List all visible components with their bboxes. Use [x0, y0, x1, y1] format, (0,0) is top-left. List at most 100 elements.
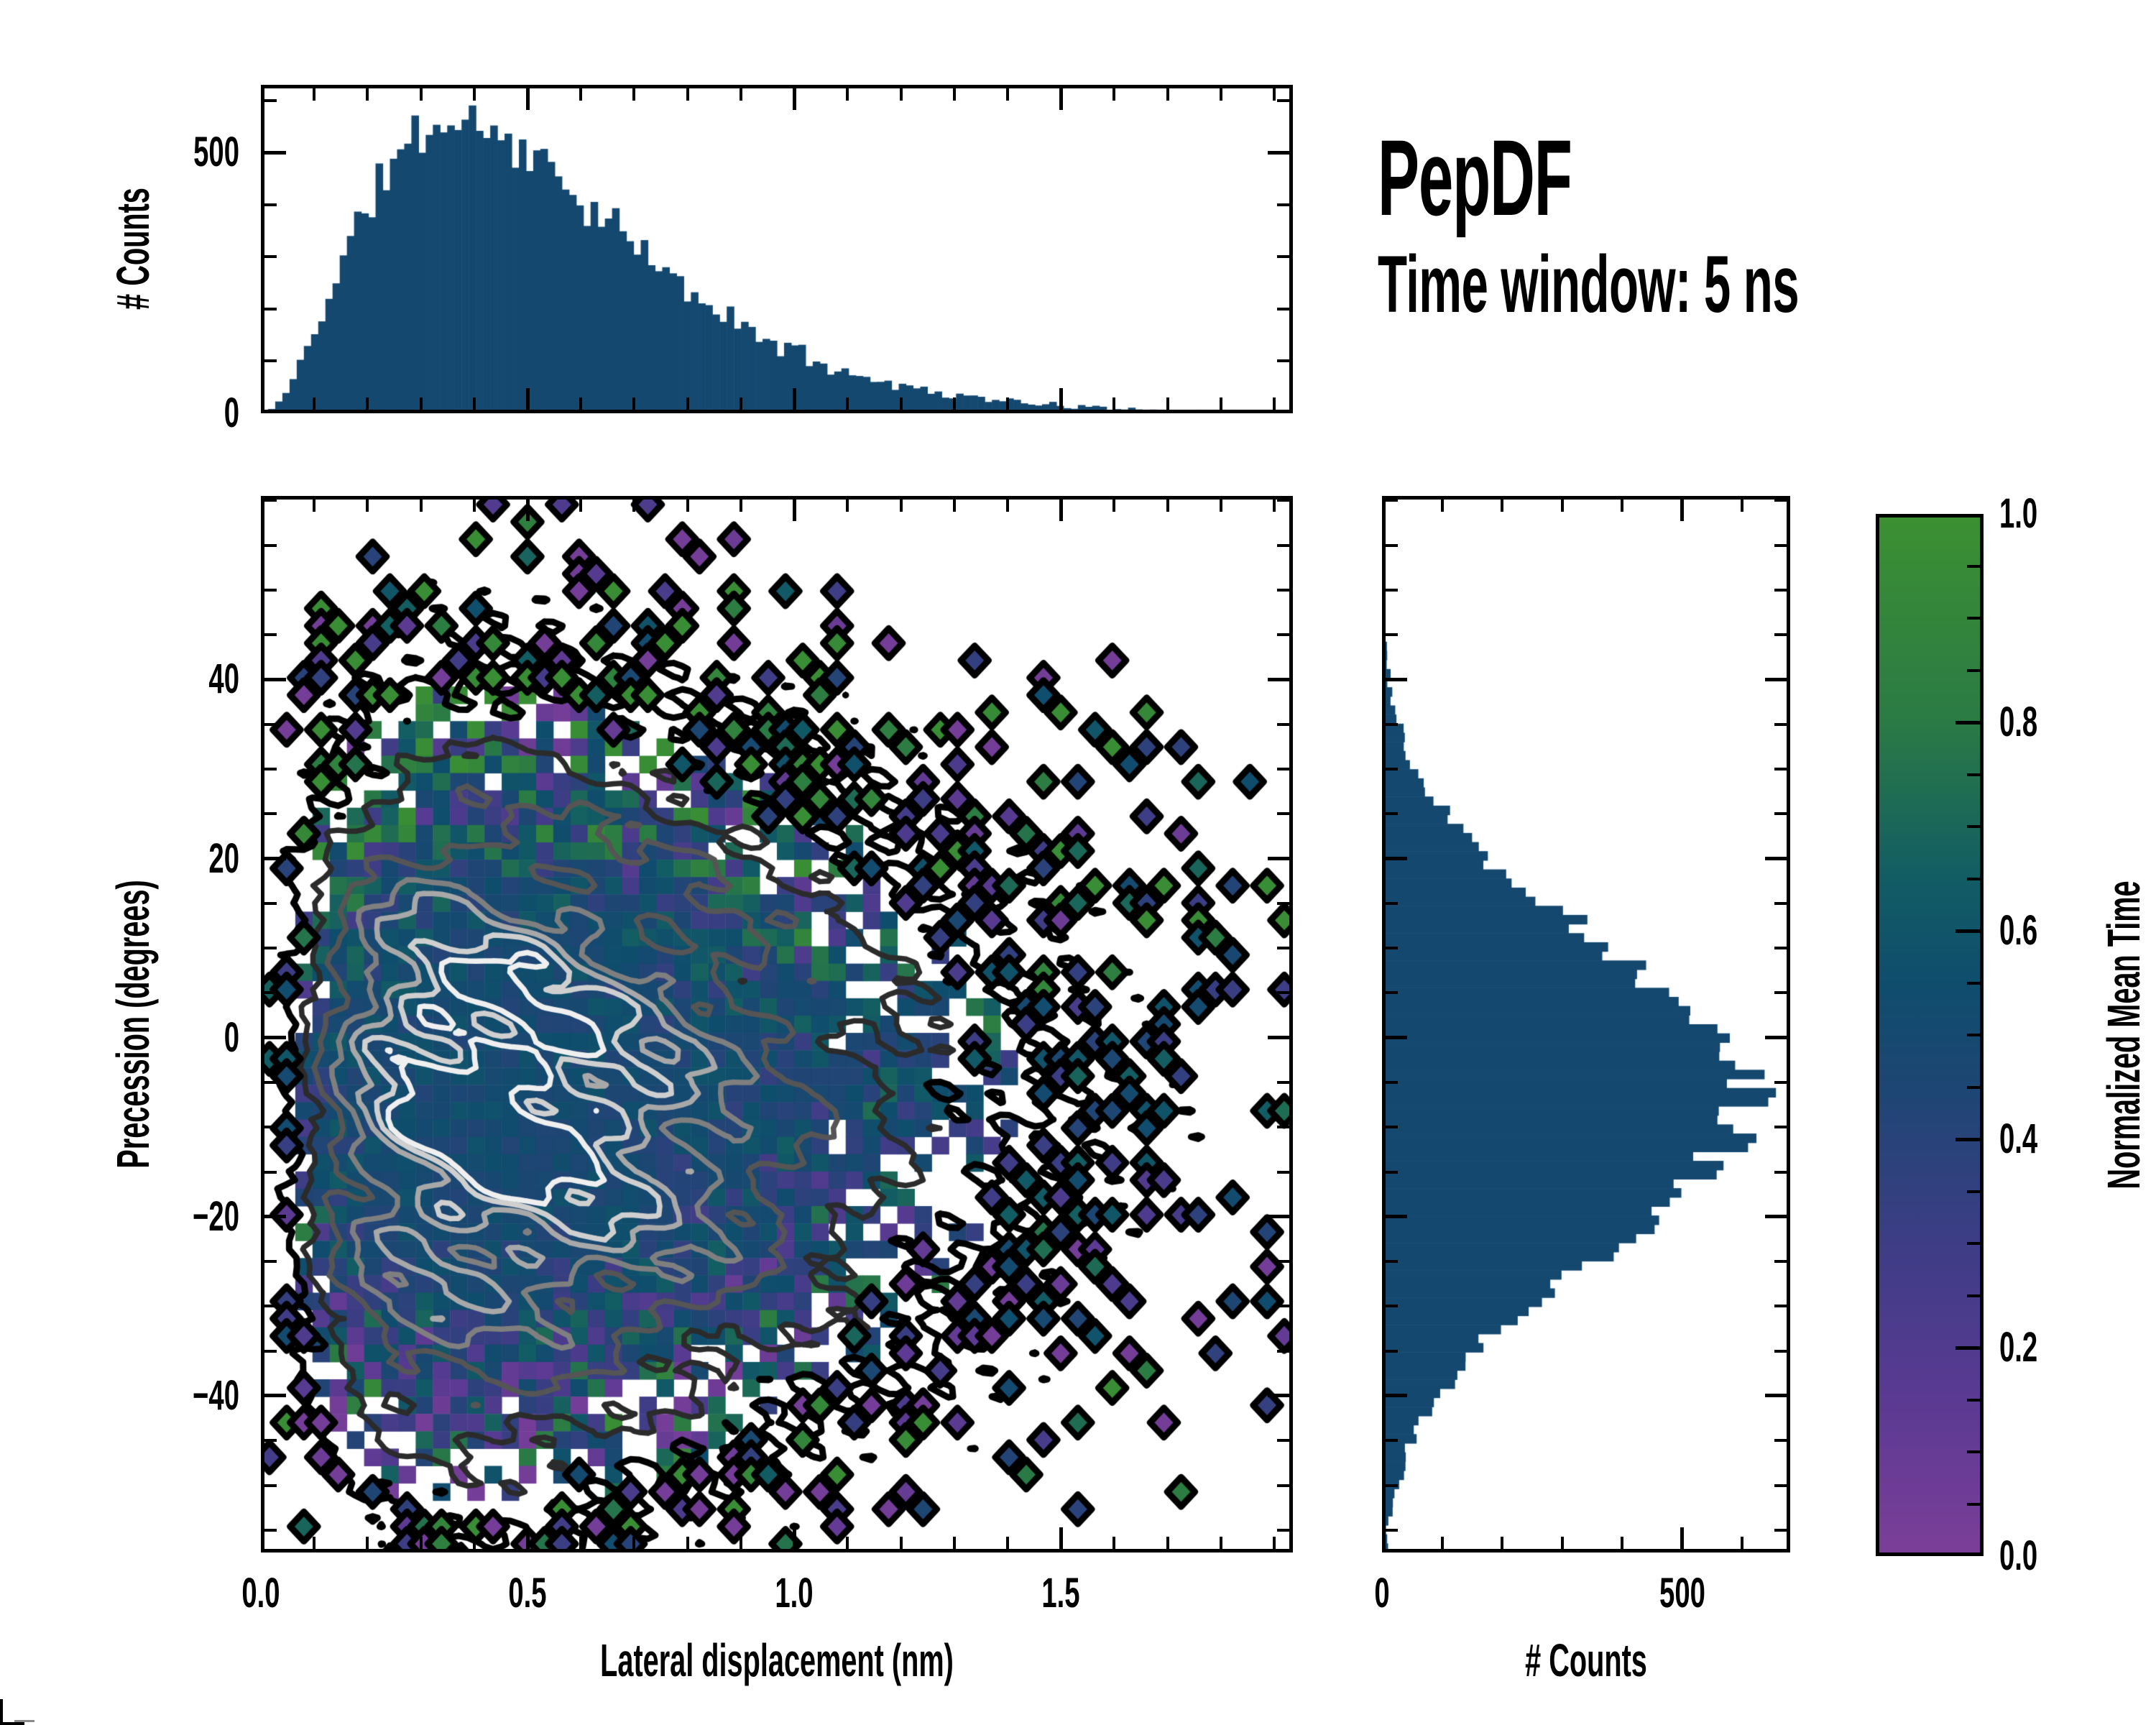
tick-major	[1277, 1528, 1289, 1532]
tick-minor	[579, 397, 583, 410]
tick-major	[1774, 633, 1787, 637]
tick-minor	[1166, 397, 1169, 410]
right-histogram-xlabel: # Counts	[1525, 1634, 1647, 1686]
tick-major	[1774, 1349, 1787, 1353]
tick-major	[1955, 720, 1980, 724]
tick-major	[1277, 947, 1289, 950]
tick-major	[1386, 767, 1398, 770]
tick-minor	[419, 397, 423, 410]
tick-major	[1955, 1346, 1980, 1350]
colorbar	[1876, 514, 1984, 1556]
tick-major	[1277, 1260, 1289, 1264]
tick-minor	[1219, 88, 1222, 101]
tick-minor	[1501, 500, 1504, 512]
tick-major	[1059, 388, 1063, 410]
tick-minor	[1273, 88, 1276, 101]
tick-major	[1765, 677, 1787, 681]
tick-major	[264, 1170, 277, 1174]
tick-minor	[1219, 1537, 1222, 1549]
tick-major	[264, 767, 277, 770]
tick-major	[1268, 857, 1289, 861]
tick-major	[1268, 677, 1289, 681]
tick-minor	[1112, 500, 1116, 512]
tick-major	[1967, 825, 1980, 828]
tick-minor	[1621, 1537, 1624, 1549]
tick-major	[264, 1349, 277, 1353]
x-tick-label: 0.5	[508, 1570, 547, 1616]
tick-major	[1955, 1137, 1980, 1141]
tick-major	[1765, 857, 1787, 861]
tick-minor	[1005, 1537, 1009, 1549]
tick-minor	[419, 88, 423, 101]
tick-minor	[1219, 397, 1222, 410]
top-hist-y-tick-label: 0	[224, 390, 239, 436]
tick-major	[1765, 1215, 1787, 1219]
tick-minor	[899, 1537, 903, 1549]
corner-artifact-hline	[0, 1722, 24, 1725]
tick-major	[264, 1036, 286, 1040]
tick-major	[264, 1080, 277, 1084]
tick-minor	[632, 88, 636, 101]
tick-major	[1277, 359, 1289, 363]
tick-minor	[632, 397, 636, 410]
tick-major	[264, 1305, 277, 1308]
y-tick-label: −20	[193, 1192, 239, 1240]
tick-major	[264, 359, 277, 363]
tick-major	[1774, 1080, 1787, 1084]
tick-major	[1268, 150, 1289, 155]
tick-major	[1774, 588, 1787, 592]
colorbar-tick-label: 1.0	[1999, 490, 2038, 537]
tick-minor	[366, 500, 369, 512]
top-hist-y-tick-label: 500	[193, 129, 239, 176]
tick-major	[1386, 947, 1398, 950]
tick-minor	[1560, 1537, 1564, 1549]
tick-major	[792, 500, 796, 521]
tick-major	[1967, 1190, 1980, 1193]
tick-major	[1774, 543, 1787, 547]
tick-minor	[313, 1537, 316, 1549]
tick-major	[1386, 633, 1398, 637]
tick-minor	[1166, 1537, 1169, 1549]
tick-major	[1967, 617, 1980, 620]
tick-major	[1765, 1036, 1787, 1040]
tick-major	[1277, 1080, 1289, 1084]
tick-major	[264, 98, 277, 102]
tick-major	[264, 633, 277, 637]
tick-major	[264, 150, 286, 155]
tick-major	[264, 677, 286, 681]
tick-major	[264, 499, 277, 502]
tick-major	[264, 1484, 277, 1487]
tick-major	[1277, 588, 1289, 592]
corner-artifact-tick	[14, 1720, 34, 1722]
tick-minor	[1621, 500, 1624, 512]
top-histogram-ylabel: # Counts	[107, 188, 159, 310]
right-hist-x-tick-label: 0	[1374, 1570, 1390, 1616]
tick-major	[1967, 877, 1980, 880]
tick-minor	[472, 397, 476, 410]
tick-major	[525, 1527, 530, 1549]
tick-major	[1774, 1439, 1787, 1443]
tick-major	[1386, 1170, 1398, 1174]
tick-major	[1967, 1502, 1980, 1506]
tick-minor	[419, 500, 423, 512]
y-tick-label: 20	[208, 834, 239, 882]
tick-major	[1386, 1484, 1398, 1487]
tick-minor	[1273, 397, 1276, 410]
x-tick-label: 0.0	[241, 1570, 280, 1616]
tick-major	[1774, 1528, 1787, 1532]
tick-major	[1386, 1260, 1398, 1264]
tick-major	[1386, 1036, 1407, 1040]
tick-major	[1774, 991, 1787, 995]
tick-major	[1386, 722, 1398, 726]
tick-major	[1059, 500, 1063, 521]
tick-major	[264, 991, 277, 995]
tick-minor	[846, 397, 849, 410]
colorbar-tick-label: 0.0	[1999, 1532, 2038, 1579]
tick-major	[1967, 1294, 1980, 1297]
y-tick-label: 0	[224, 1013, 239, 1061]
tick-minor	[686, 1537, 689, 1549]
tick-minor	[1273, 500, 1276, 512]
tick-minor	[1005, 397, 1009, 410]
tick-major	[1386, 1394, 1407, 1398]
